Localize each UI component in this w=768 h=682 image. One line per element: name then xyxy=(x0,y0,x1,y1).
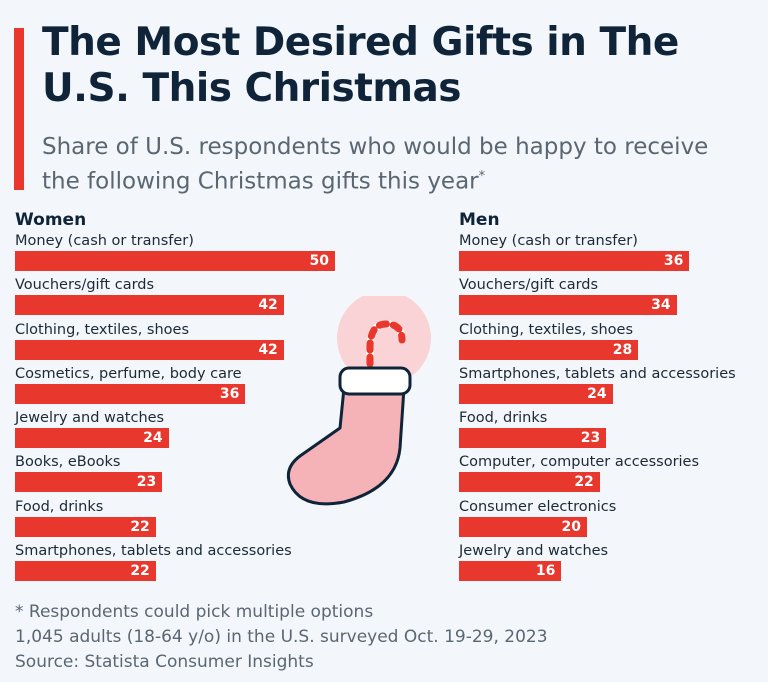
men-bar: 36 xyxy=(459,251,690,271)
women-category-label: Smartphones, tablets and accessories xyxy=(15,543,292,560)
men-bar-value-label: 22 xyxy=(574,474,594,491)
men-bar: 24 xyxy=(459,383,613,404)
women-panel-title: Women xyxy=(15,210,87,230)
men-category-label: Money (cash or transfer) xyxy=(459,233,638,249)
women-bar: 42 xyxy=(15,339,284,360)
men-bar-value-label: 24 xyxy=(587,385,607,402)
women-bar: 36 xyxy=(15,383,246,404)
women-category-label: Money (cash or transfer) xyxy=(15,233,194,249)
men-bar-value-label: 34 xyxy=(651,297,671,314)
women-category-label: Books, eBooks xyxy=(15,454,121,471)
men-panel-title: Men xyxy=(459,210,500,230)
women-bar: 42 xyxy=(15,295,284,316)
chart-notes: * Respondents could pick multiple option… xyxy=(15,600,755,675)
women-bar: 24 xyxy=(15,428,169,449)
women-category-label: Vouchers/gift cards xyxy=(15,277,155,294)
women-bar-value-label: 50 xyxy=(309,253,329,269)
title-accent-bar xyxy=(14,28,24,190)
source-credit: Source: Statista Consumer Insights xyxy=(15,652,314,672)
men-bar-value-label: 28 xyxy=(612,341,633,358)
women-bar: 50 xyxy=(15,251,335,271)
men-bar-row: Computer, computer accessories 22 xyxy=(459,451,759,495)
men-bar-row: Jewelry and watches 16 xyxy=(459,540,759,584)
men-bar: 28 xyxy=(459,339,639,360)
footnote-multiple-options: * Respondents could pick multiple option… xyxy=(15,602,374,622)
men-bar: 16 xyxy=(459,561,562,582)
women-category-label: Clothing, textiles, shoes xyxy=(15,321,189,338)
men-category-label: Food, drinks xyxy=(459,410,548,427)
subtitle-text: Share of U.S. respondents who would be h… xyxy=(42,134,709,195)
christmas-stocking-icon xyxy=(286,296,431,506)
men-bar: 22 xyxy=(459,472,600,493)
men-bar-row: Money (cash or transfer) 36 xyxy=(459,230,759,274)
men-bar-value-label: 16 xyxy=(535,563,556,580)
women-bar: 22 xyxy=(15,561,156,582)
men-bar-value-label: 23 xyxy=(580,430,601,447)
women-bar-list: Money (cash or transfer) 50 Vouchers/gift … xyxy=(15,230,335,584)
men-bar-row: Consumer electronics 20 xyxy=(459,496,759,540)
men-category-label: Smartphones, tablets and accessories xyxy=(459,365,736,382)
men-category-label: Consumer electronics xyxy=(459,498,617,515)
women-bar-value-label: 24 xyxy=(143,430,163,447)
women-bar-row: Vouchers/gift cards 42 xyxy=(15,274,315,318)
women-bar-value-label: 22 xyxy=(130,563,150,580)
women-bar-chart: Women Money (cash or transfer) 50 Vouchers… xyxy=(15,206,335,584)
women-bar-row: Cosmetics, perfume, body care 36 xyxy=(15,363,315,407)
women-bar-value-label: 42 xyxy=(258,297,278,314)
women-bar-value-label: 36 xyxy=(219,385,240,402)
men-category-label: Clothing, textiles, shoes xyxy=(459,321,633,338)
women-category-label: Food, drinks xyxy=(15,498,104,515)
men-bar-value-label: 20 xyxy=(561,518,581,535)
men-bar-row: Vouchers/gift cards 34 xyxy=(459,274,759,318)
subtitle-footnote-mark: * xyxy=(478,169,486,184)
men-bar-chart: Men Money (cash or transfer) 36 Vouchers/g… xyxy=(459,206,759,584)
men-category-label: Jewelry and watches xyxy=(459,543,609,560)
women-bar-value-label: 42 xyxy=(258,341,278,358)
men-bar-list: Money (cash or transfer) 36 Vouchers/gift … xyxy=(459,230,759,584)
men-bar-row: Clothing, textiles, shoes 28 xyxy=(459,319,759,363)
men-bar: 20 xyxy=(459,516,587,537)
women-category-label: Cosmetics, perfume, body care xyxy=(15,365,242,382)
women-bar-row: Clothing, textiles, shoes 42 xyxy=(15,319,315,363)
chart-subtitle: Share of U.S. respondents who would be h… xyxy=(42,132,742,197)
women-bar-row: Smartphones, tablets and accessories 22 xyxy=(15,540,315,584)
men-bar-row: Food, drinks 23 xyxy=(459,407,759,451)
men-category-label: Computer, computer accessories xyxy=(459,454,700,471)
men-bar: 23 xyxy=(459,428,607,449)
men-bar-value-label: 36 xyxy=(663,253,684,269)
women-bar: 23 xyxy=(15,472,163,493)
men-bar-row: Smartphones, tablets and accessories 24 xyxy=(459,363,759,407)
men-category-label: Vouchers/gift cards xyxy=(459,277,599,294)
men-bar: 34 xyxy=(459,295,677,316)
women-bar-value-label: 23 xyxy=(136,474,157,491)
women-bar-row: Jewelry and watches 24 xyxy=(15,407,315,451)
women-bar: 22 xyxy=(15,516,156,537)
women-bar-row: Money (cash or transfer) 50 xyxy=(15,230,335,274)
chart-title: The Most Desired Gifts in The U.S. This … xyxy=(42,20,679,111)
survey-details: 1,045 adults (18-64 y/o) in the U.S. sur… xyxy=(15,627,548,647)
women-bar-row: Books, eBooks 23 xyxy=(15,451,315,495)
women-category-label: Jewelry and watches xyxy=(15,410,165,427)
women-bar-row: Food, drinks 22 xyxy=(15,496,315,540)
women-bar-value-label: 22 xyxy=(130,518,150,535)
